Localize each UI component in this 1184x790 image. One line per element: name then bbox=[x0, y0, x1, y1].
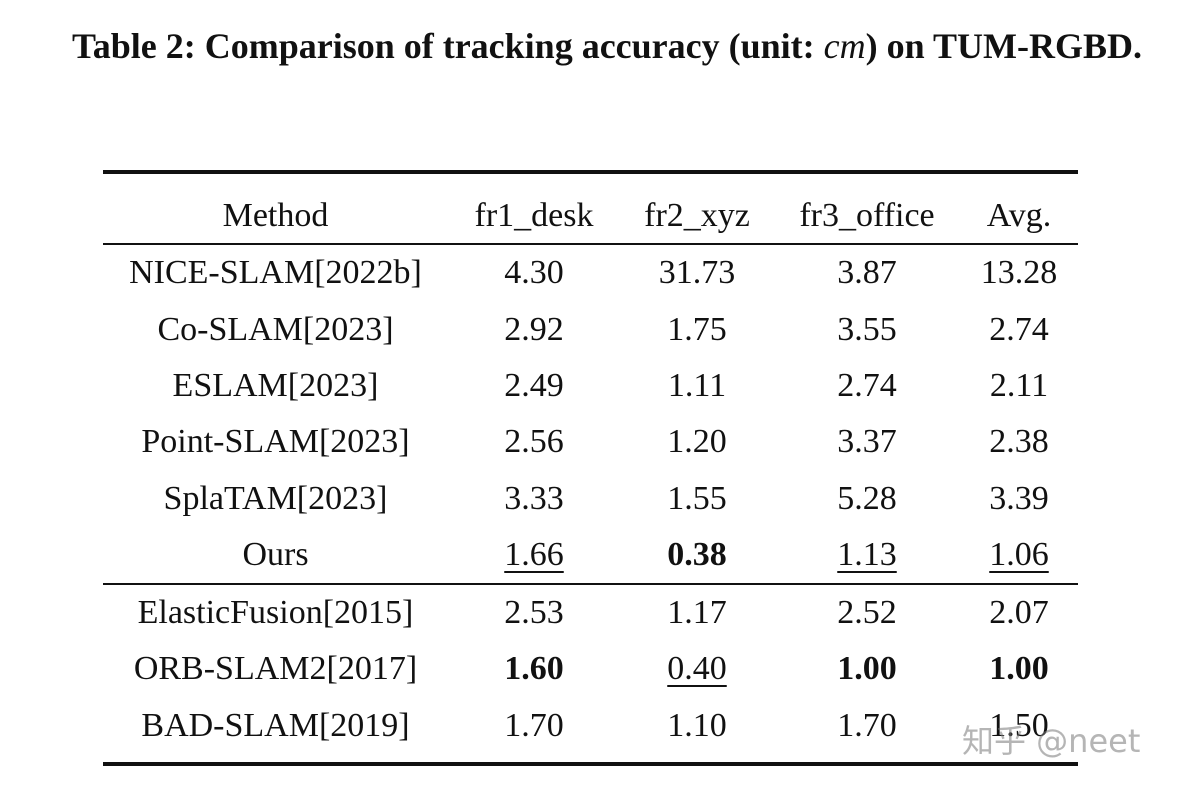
method-cell: NICE-SLAM[2022b] bbox=[129, 254, 422, 291]
fr1-desk-cell: 1.70 bbox=[504, 707, 564, 744]
header-fr1-desk: fr1_desk bbox=[474, 197, 594, 234]
avg-cell: 13.28 bbox=[980, 254, 1058, 291]
header-method: Method bbox=[222, 197, 329, 234]
fr3-office-cell: 3.55 bbox=[837, 311, 897, 348]
caption-unit: cm bbox=[823, 26, 866, 66]
avg-cell: 1.00 bbox=[989, 650, 1049, 687]
fr3-office-cell: 1.70 bbox=[837, 707, 897, 744]
table-row: Point-SLAM[2023] 2.56 1.20 3.37 2.38 bbox=[103, 414, 1078, 470]
avg-cell: 1.06 bbox=[989, 536, 1049, 573]
method-cell: Point-SLAM[2023] bbox=[141, 423, 410, 460]
method-cell: ORB-SLAM2[2017] bbox=[133, 650, 418, 687]
table-row: ElasticFusion[2015] 2.53 1.17 2.52 2.07 bbox=[103, 585, 1078, 641]
avg-cell: 2.38 bbox=[989, 423, 1049, 460]
caption-text-before-unit: Comparison of tracking accuracy (unit: bbox=[204, 26, 815, 66]
fr2-xyz-cell: 1.75 bbox=[667, 311, 727, 348]
fr3-office-cell: 2.52 bbox=[837, 594, 897, 631]
table-row: Co-SLAM[2023] 2.92 1.75 3.55 2.74 bbox=[103, 302, 1078, 358]
caption-text-after-unit: ) on TUM-RGBD. bbox=[865, 26, 1142, 66]
method-cell: SplaTAM[2023] bbox=[163, 480, 388, 517]
method-cell: Co-SLAM[2023] bbox=[157, 311, 394, 348]
fr1-desk-cell: 2.56 bbox=[504, 423, 564, 460]
table-caption: Table 2: Comparison of tracking accuracy… bbox=[72, 22, 1142, 70]
fr2-xyz-cell: 1.10 bbox=[667, 707, 727, 744]
method-cell: ElasticFusion[2015] bbox=[137, 594, 414, 631]
table-group-rule bbox=[103, 583, 1078, 585]
table-row: ESLAM[2023] 2.49 1.11 2.74 2.11 bbox=[103, 358, 1078, 414]
fr3-office-cell: 1.00 bbox=[837, 650, 897, 687]
table-row: Ours 1.66 0.38 1.13 1.06 bbox=[103, 527, 1078, 583]
fr1-desk-cell: 1.60 bbox=[504, 650, 564, 687]
table-row: SplaTAM[2023] 3.33 1.55 5.28 3.39 bbox=[103, 471, 1078, 527]
avg-cell: 3.39 bbox=[989, 480, 1049, 517]
fr1-desk-cell: 3.33 bbox=[504, 480, 564, 517]
fr3-office-cell: 3.87 bbox=[837, 254, 897, 291]
fr2-xyz-cell: 0.40 bbox=[667, 650, 727, 687]
avg-cell: 1.50 bbox=[989, 707, 1049, 744]
fr2-xyz-cell: 1.11 bbox=[667, 367, 727, 404]
caption-label: Table 2: bbox=[72, 26, 196, 66]
fr3-office-cell: 5.28 bbox=[837, 480, 897, 517]
table-header-row: Method fr1_desk fr2_xyz fr3_office Avg. bbox=[103, 188, 1078, 244]
method-cell: Ours bbox=[242, 536, 309, 573]
fr1-desk-cell: 4.30 bbox=[504, 254, 564, 291]
header-avg: Avg. bbox=[986, 197, 1052, 234]
table-row: NICE-SLAM[2022b] 4.30 31.73 3.87 13.28 bbox=[103, 245, 1078, 301]
table-top-rule bbox=[103, 170, 1078, 174]
fr2-xyz-cell: 0.38 bbox=[667, 536, 727, 573]
fr2-xyz-cell: 31.73 bbox=[658, 254, 736, 291]
fr2-xyz-cell: 1.20 bbox=[667, 423, 727, 460]
avg-cell: 2.07 bbox=[989, 594, 1049, 631]
table-header-rule bbox=[103, 243, 1078, 245]
avg-cell: 2.11 bbox=[989, 367, 1049, 404]
fr1-desk-cell: 1.66 bbox=[504, 536, 564, 573]
fr2-xyz-cell: 1.17 bbox=[667, 594, 727, 631]
table-row: BAD-SLAM[2019] 1.70 1.10 1.70 1.50 bbox=[103, 698, 1078, 754]
table-bottom-rule bbox=[103, 762, 1078, 766]
avg-cell: 2.74 bbox=[989, 311, 1049, 348]
method-cell: BAD-SLAM[2019] bbox=[141, 707, 410, 744]
fr3-office-cell: 1.13 bbox=[837, 536, 897, 573]
fr1-desk-cell: 2.49 bbox=[504, 367, 564, 404]
fr3-office-cell: 3.37 bbox=[837, 423, 897, 460]
table-row: ORB-SLAM2[2017] 1.60 0.40 1.00 1.00 bbox=[103, 641, 1078, 697]
fr1-desk-cell: 2.53 bbox=[504, 594, 564, 631]
header-fr3-office: fr3_office bbox=[799, 197, 935, 234]
watermark-text: 知乎 @neet bbox=[962, 722, 1141, 760]
fr1-desk-cell: 2.92 bbox=[504, 311, 564, 348]
fr3-office-cell: 2.74 bbox=[837, 367, 897, 404]
fr2-xyz-cell: 1.55 bbox=[667, 480, 727, 517]
header-fr2-xyz: fr2_xyz bbox=[644, 197, 750, 234]
method-cell: ESLAM[2023] bbox=[172, 367, 379, 404]
